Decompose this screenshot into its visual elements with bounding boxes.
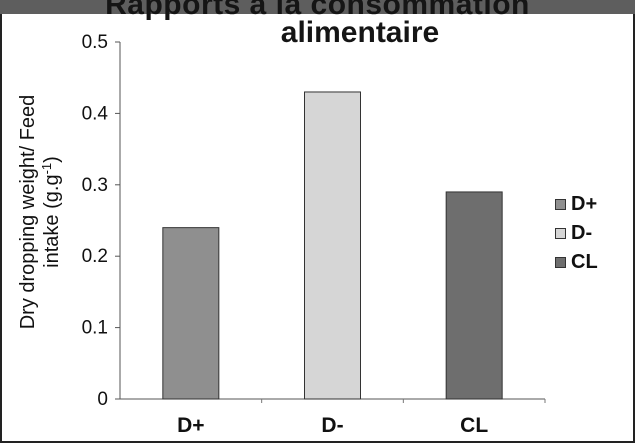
y-tick-label: 0.4 [82,103,109,124]
y-tick-labels: 0 0.1 0.2 0.3 0.4 0.5 [82,32,120,410]
y-axis-title-close: ) [41,156,63,163]
legend-swatch [555,228,566,239]
bar-dplus [162,227,220,400]
title-bar: Rapports à la consommation [0,0,635,21]
y-axis-title-line1: Dry dropping weight/ Feed [17,95,39,330]
legend-item: D+ [555,190,598,219]
bars [162,91,546,403]
y-tick-label: 0.1 [82,318,108,339]
legend-swatch [555,257,566,268]
legend-item: CL [555,248,598,277]
x-tick-labels: D+ D- CL [177,414,488,437]
x-tick-label: CL [460,414,488,437]
y-axis-title-exponent: -1 [39,163,54,175]
legend-item: D- [555,219,598,248]
legend: D+ D- CL [555,190,598,277]
y-tick-label: 0.2 [82,246,108,267]
chart-title-line2: alimentaire [280,16,440,49]
y-axis-title: Dry dropping weight/ Feed intake (g.g-1) [17,95,63,330]
y-tick-label: 0 [97,389,108,410]
y-axis-title-line2: intake (g.g-1) [39,156,63,268]
legend-swatch [555,199,566,210]
legend-label: D+ [571,193,598,215]
y-tick-label: 0.3 [82,175,108,196]
y-axis-title-text: intake (g.g [41,174,63,267]
bar-cl [445,191,503,400]
bar-dminus [304,91,361,400]
x-tick-label: D- [321,414,343,437]
legend-label: D- [571,222,593,244]
legend-label: CL [571,251,598,273]
chart-title-line1: Rapports à la consommation [105,0,530,21]
x-tick-label: D+ [177,414,204,437]
y-tick-label: 0.5 [82,32,108,53]
